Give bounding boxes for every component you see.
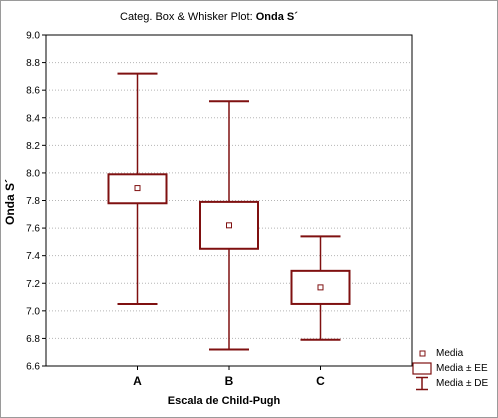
legend-label-mean: Media xyxy=(436,348,464,359)
box-group xyxy=(199,100,259,351)
legend-item-se: Media ± EE xyxy=(412,361,488,376)
legend: Media Media ± EE Media ± DE xyxy=(412,346,488,391)
chart-title-prefix: Categ. Box & Whisker Plot: xyxy=(120,11,256,23)
x-tick-label: A xyxy=(133,374,142,388)
y-tick-label: 8.8 xyxy=(26,58,40,69)
legend-item-mean: Media xyxy=(412,346,488,361)
y-tick-label: 9.0 xyxy=(26,31,40,42)
y-tick-label: 8.4 xyxy=(26,113,40,124)
se-box-icon xyxy=(412,362,432,375)
y-tick-label: 8.2 xyxy=(26,141,40,152)
chart-title-variable: Onda S´ xyxy=(255,11,298,23)
mean-marker xyxy=(226,222,232,229)
y-tick-label: 6.6 xyxy=(26,362,40,373)
y-tick-label: 7.0 xyxy=(26,306,40,317)
y-tick-label: 7.4 xyxy=(26,251,40,262)
x-axis-label: Escala de Child-Pugh xyxy=(167,395,281,407)
sd-whisker-icon xyxy=(416,376,428,391)
y-tick-label: 6.8 xyxy=(26,334,40,345)
mean-marker xyxy=(317,284,324,291)
legend-label-se: Media ± EE xyxy=(436,363,488,374)
legend-item-sd: Media ± DE xyxy=(412,376,488,391)
x-tick-label: B xyxy=(225,374,234,388)
y-tick-label: 7.2 xyxy=(26,279,40,290)
chart-title: Categ. Box & Whisker Plot: Onda S´ xyxy=(120,11,298,23)
y-axis-label: Onda S´ xyxy=(3,178,17,226)
y-tick-label: 8.6 xyxy=(26,86,40,97)
y-tick-label: 7.8 xyxy=(26,196,40,207)
y-tick-label: 8.0 xyxy=(26,168,40,179)
y-tick-label: 7.6 xyxy=(26,224,40,235)
y-axis-ticks: 9.0 8.8 8.6 8.4 8.2 8.0 7.8 7.6 7.4 7.2 7.0 6.8 6.6 xyxy=(26,31,46,373)
box-series xyxy=(107,72,351,351)
box-group xyxy=(290,235,351,341)
x-tick-label: C xyxy=(316,374,325,388)
box-group xyxy=(107,72,168,305)
mean-marker xyxy=(134,185,141,192)
x-axis-ticks: A B C xyxy=(133,366,325,388)
legend-label-sd: Media ± DE xyxy=(436,378,489,389)
mean-marker-icon xyxy=(419,350,426,357)
